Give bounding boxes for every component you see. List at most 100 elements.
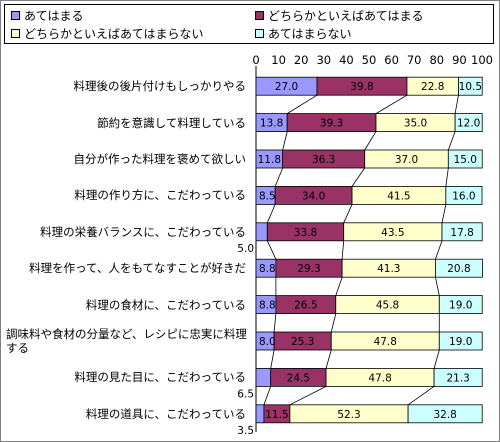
data-label: 11.8 bbox=[258, 154, 281, 166]
data-label: 47.8 bbox=[374, 336, 397, 348]
legend: あてはまる どちらかといえばあてはまる どちらかといえばあてはまらない あてはま… bbox=[4, 4, 494, 44]
series-connector-line bbox=[435, 240, 443, 260]
data-label: 39.8 bbox=[350, 81, 373, 93]
series-connector-line bbox=[330, 313, 337, 333]
data-label: 15.0 bbox=[454, 154, 477, 166]
data-label: 12.0 bbox=[457, 118, 480, 130]
data-label: 8.8 bbox=[259, 300, 276, 312]
x-tick-label: 0 bbox=[252, 53, 260, 67]
category-label: 節約を意識して料理している bbox=[97, 115, 246, 130]
bar-segment bbox=[255, 222, 268, 242]
series-connector-line bbox=[364, 131, 377, 151]
series-connector-line bbox=[407, 386, 435, 406]
series-connector-line bbox=[289, 386, 327, 406]
data-label: 20.8 bbox=[447, 263, 470, 275]
data-label: 41.3 bbox=[377, 263, 400, 275]
data-label: 5.0 bbox=[237, 243, 254, 255]
series-connector-line bbox=[266, 240, 277, 260]
bar-segment bbox=[447, 149, 483, 169]
legend-label-2: どちらかといえばあてはまる bbox=[268, 8, 424, 23]
legend-label-4: あてはまらない bbox=[268, 26, 352, 41]
bar-segment bbox=[255, 367, 272, 387]
legend-swatch-1 bbox=[11, 10, 20, 20]
series-connector-line bbox=[447, 131, 456, 151]
data-label: 21.3 bbox=[446, 372, 469, 384]
bar-segment bbox=[438, 331, 483, 351]
data-label: 39.3 bbox=[320, 118, 343, 130]
series-connector-line bbox=[282, 131, 288, 151]
category-label: 料理の栄養バランスに、こだわっている bbox=[40, 224, 246, 239]
data-label: 41.5 bbox=[387, 190, 410, 202]
series-connector-line bbox=[274, 167, 284, 187]
x-tick-label: 30 bbox=[316, 53, 332, 67]
category-label: 料理の見た目に、こだわっている bbox=[74, 370, 246, 385]
data-label: 25.3 bbox=[291, 336, 314, 348]
series-connector-line bbox=[270, 349, 275, 369]
series-connector-line bbox=[445, 167, 449, 187]
bar-segment bbox=[454, 113, 483, 132]
data-label: 22.8 bbox=[421, 81, 444, 93]
x-tick-label: 80 bbox=[429, 53, 445, 67]
legend-label-3: どちらかといえばあてはまらない bbox=[24, 26, 204, 41]
legend-item-series-4: あてはまらない bbox=[255, 24, 352, 42]
category-label: 調味料や食材の分量など、レシピに忠実に料理する bbox=[6, 327, 247, 355]
data-label: 45.8 bbox=[376, 300, 399, 312]
x-tick-label: 10 bbox=[271, 53, 286, 67]
x-tick-label: 40 bbox=[339, 53, 354, 67]
series-connector-line bbox=[441, 204, 447, 223]
x-tick-label: 100 bbox=[471, 53, 493, 67]
category-label: 料理の道具に、こだわっている bbox=[85, 406, 246, 421]
series-connector-line bbox=[325, 349, 332, 369]
data-label: 33.8 bbox=[294, 227, 317, 239]
data-label: 32.8 bbox=[433, 409, 456, 421]
bar-segment bbox=[255, 404, 265, 424]
legend-item-series-2: どちらかといえばあてはまる bbox=[255, 6, 424, 24]
data-label: 19.0 bbox=[449, 336, 472, 348]
data-label: 13.8 bbox=[260, 118, 283, 130]
data-label: 8.8 bbox=[259, 263, 276, 275]
data-label: 43.5 bbox=[381, 227, 404, 239]
legend-swatch-3 bbox=[11, 28, 20, 38]
bar-segment bbox=[435, 258, 483, 278]
data-label: 16.0 bbox=[452, 190, 475, 202]
data-label: 8.5 bbox=[259, 190, 276, 202]
series-connector-line bbox=[435, 277, 440, 296]
x-tick-label: 50 bbox=[361, 53, 377, 67]
category-label: 料理の食材に、こだわっている bbox=[85, 297, 246, 312]
x-tick-label: 60 bbox=[384, 53, 399, 67]
series-connector-line bbox=[375, 94, 408, 114]
legend-label-1: あてはまる bbox=[24, 8, 84, 23]
x-tick-label: 20 bbox=[293, 53, 309, 67]
data-label: 10.5 bbox=[459, 81, 482, 93]
x-tick-label: 90 bbox=[452, 53, 467, 67]
bar-segment bbox=[441, 222, 483, 242]
x-tick-label: 70 bbox=[406, 53, 422, 67]
series-connector-line bbox=[341, 240, 345, 260]
series-connector-line bbox=[266, 204, 276, 223]
category-label: 料理を作って、人をもてなすことが好きだ bbox=[29, 261, 246, 276]
data-label: 34.0 bbox=[302, 190, 325, 202]
category-label: 自分が作った料理を褒めて欲しい bbox=[73, 152, 247, 166]
data-label: 52.3 bbox=[337, 409, 360, 421]
data-label: 47.8 bbox=[368, 372, 391, 384]
data-label: 24.5 bbox=[287, 372, 310, 384]
bar-segment bbox=[458, 76, 483, 96]
data-label: 17.8 bbox=[450, 227, 473, 239]
data-label: 36.3 bbox=[312, 154, 335, 166]
series-connector-line bbox=[433, 349, 440, 369]
series-connector-line bbox=[286, 94, 318, 114]
series-connector-line bbox=[351, 167, 366, 187]
data-label: 29.3 bbox=[297, 263, 320, 275]
data-label: 6.5 bbox=[237, 388, 254, 400]
bar-segment bbox=[433, 367, 483, 387]
data-label: 35.0 bbox=[404, 118, 427, 130]
bar-segment bbox=[438, 295, 483, 315]
series-connector-line bbox=[273, 313, 277, 333]
legend-item-series-3: どちらかといえばあてはまらない bbox=[11, 24, 204, 42]
data-label: 27.0 bbox=[275, 81, 298, 93]
bar-segment bbox=[445, 185, 483, 205]
legend-swatch-4 bbox=[255, 28, 264, 38]
data-label: 11.5 bbox=[265, 409, 288, 421]
category-label: 料理の作り方に、こだわっている bbox=[74, 188, 246, 203]
